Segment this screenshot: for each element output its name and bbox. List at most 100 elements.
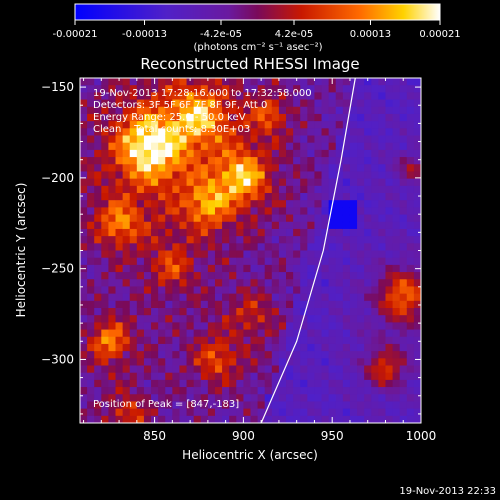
heatmap-cell	[399, 171, 408, 180]
heatmap-cell	[278, 279, 287, 288]
heatmap-cell	[158, 193, 166, 201]
heatmap-cell	[371, 85, 379, 93]
heatmap-cell	[122, 243, 131, 252]
heatmap-cell	[364, 264, 372, 273]
heatmap-cell	[94, 243, 102, 252]
heatmap-cell	[172, 315, 181, 323]
heatmap-cell	[143, 365, 152, 374]
heatmap-cell	[222, 365, 230, 374]
heatmap-cell	[115, 178, 124, 187]
heatmap-cell	[80, 99, 88, 108]
heatmap-cell	[101, 322, 110, 331]
heatmap-cell	[115, 358, 124, 367]
heatmap-cell	[143, 336, 152, 345]
heatmap-cell	[293, 236, 301, 244]
heatmap-cell	[264, 250, 273, 259]
heatmap-cell	[229, 221, 237, 230]
heatmap-cell	[151, 358, 159, 367]
heatmap-cell	[278, 228, 287, 237]
heatmap-cell	[151, 336, 159, 345]
heatmap-cell	[349, 135, 358, 144]
heatmap-cell	[229, 106, 237, 115]
heatmap-cell	[406, 243, 415, 252]
heatmap-cell	[151, 92, 159, 101]
heatmap-cell	[129, 135, 138, 144]
heatmap-cell	[321, 243, 330, 252]
heatmap-cell	[151, 365, 159, 374]
heatmap-cell	[115, 92, 124, 101]
heatmap-cell	[257, 358, 266, 367]
heatmap-cell	[307, 221, 316, 230]
heatmap-cell	[342, 221, 351, 230]
heatmap-cell	[243, 315, 252, 323]
heatmap-cell	[122, 121, 131, 129]
heatmap-cell	[399, 365, 408, 374]
heatmap-cell	[314, 315, 323, 323]
heatmap-cell	[108, 236, 117, 244]
heatmap-cell	[87, 365, 95, 374]
heatmap-cell	[314, 92, 323, 101]
heatmap-cell	[236, 401, 244, 410]
heatmap-cell	[214, 236, 223, 244]
heatmap-cell	[271, 336, 280, 345]
heatmap-cell	[321, 85, 330, 93]
heatmap-cell	[364, 343, 372, 352]
heatmap-cell	[193, 387, 202, 395]
x-tick-label: 950	[321, 429, 344, 443]
heatmap-cell	[342, 78, 351, 86]
heatmap-cell	[307, 358, 316, 367]
heatmap-cell	[151, 394, 159, 403]
heatmap-cell	[357, 300, 365, 309]
heatmap-cell	[271, 365, 280, 374]
heatmap-cell	[385, 99, 394, 108]
heatmap-cell	[243, 149, 252, 158]
heatmap-cell	[101, 171, 110, 180]
heatmap-cell	[193, 315, 202, 323]
heatmap-cell	[385, 85, 394, 93]
heatmap-cell	[122, 401, 131, 410]
heatmap-cell	[371, 250, 379, 259]
heatmap-cell	[392, 315, 401, 323]
heatmap-cell	[143, 358, 152, 367]
heatmap-cell	[158, 221, 166, 230]
heatmap-cell	[278, 85, 287, 93]
heatmap-cell	[321, 379, 330, 388]
heatmap-cell	[357, 401, 365, 410]
heatmap-cell	[129, 164, 138, 173]
heatmap-cell	[371, 358, 379, 367]
heatmap-cell	[342, 293, 351, 302]
heatmap-cell	[179, 85, 188, 93]
heatmap-cell	[342, 207, 351, 216]
heatmap-cell	[264, 343, 273, 352]
heatmap-cell	[257, 250, 266, 259]
heatmap-cell	[278, 200, 287, 208]
heatmap-cell	[179, 121, 188, 129]
heatmap-cell	[406, 358, 415, 367]
heatmap-cell	[257, 293, 266, 302]
heatmap-cell	[172, 279, 181, 288]
heatmap-cell	[293, 293, 301, 302]
heatmap-cell	[87, 308, 95, 316]
heatmap-cell	[80, 171, 88, 180]
heatmap-cell	[236, 185, 244, 194]
heatmap-cell	[200, 264, 209, 273]
heatmap-cell	[143, 379, 152, 388]
heatmap-cell	[101, 329, 110, 338]
heatmap-cell	[136, 157, 145, 165]
heatmap-cell	[264, 236, 273, 244]
heatmap-cell	[364, 365, 372, 374]
heatmap-cell	[307, 394, 316, 403]
heatmap-cell	[413, 243, 421, 252]
heatmap-cell	[357, 243, 365, 252]
heatmap-cell	[250, 365, 259, 374]
heatmap-cell	[186, 286, 195, 295]
heatmap-cell	[314, 185, 323, 194]
heatmap-cell	[413, 92, 421, 101]
heatmap-cell	[392, 264, 401, 273]
heatmap-cell	[271, 315, 280, 323]
heatmap-cell	[392, 329, 401, 338]
heatmap-cell	[264, 351, 273, 359]
heatmap-cell	[200, 293, 209, 302]
heatmap-cell	[286, 394, 294, 403]
heatmap-cell	[200, 415, 209, 423]
